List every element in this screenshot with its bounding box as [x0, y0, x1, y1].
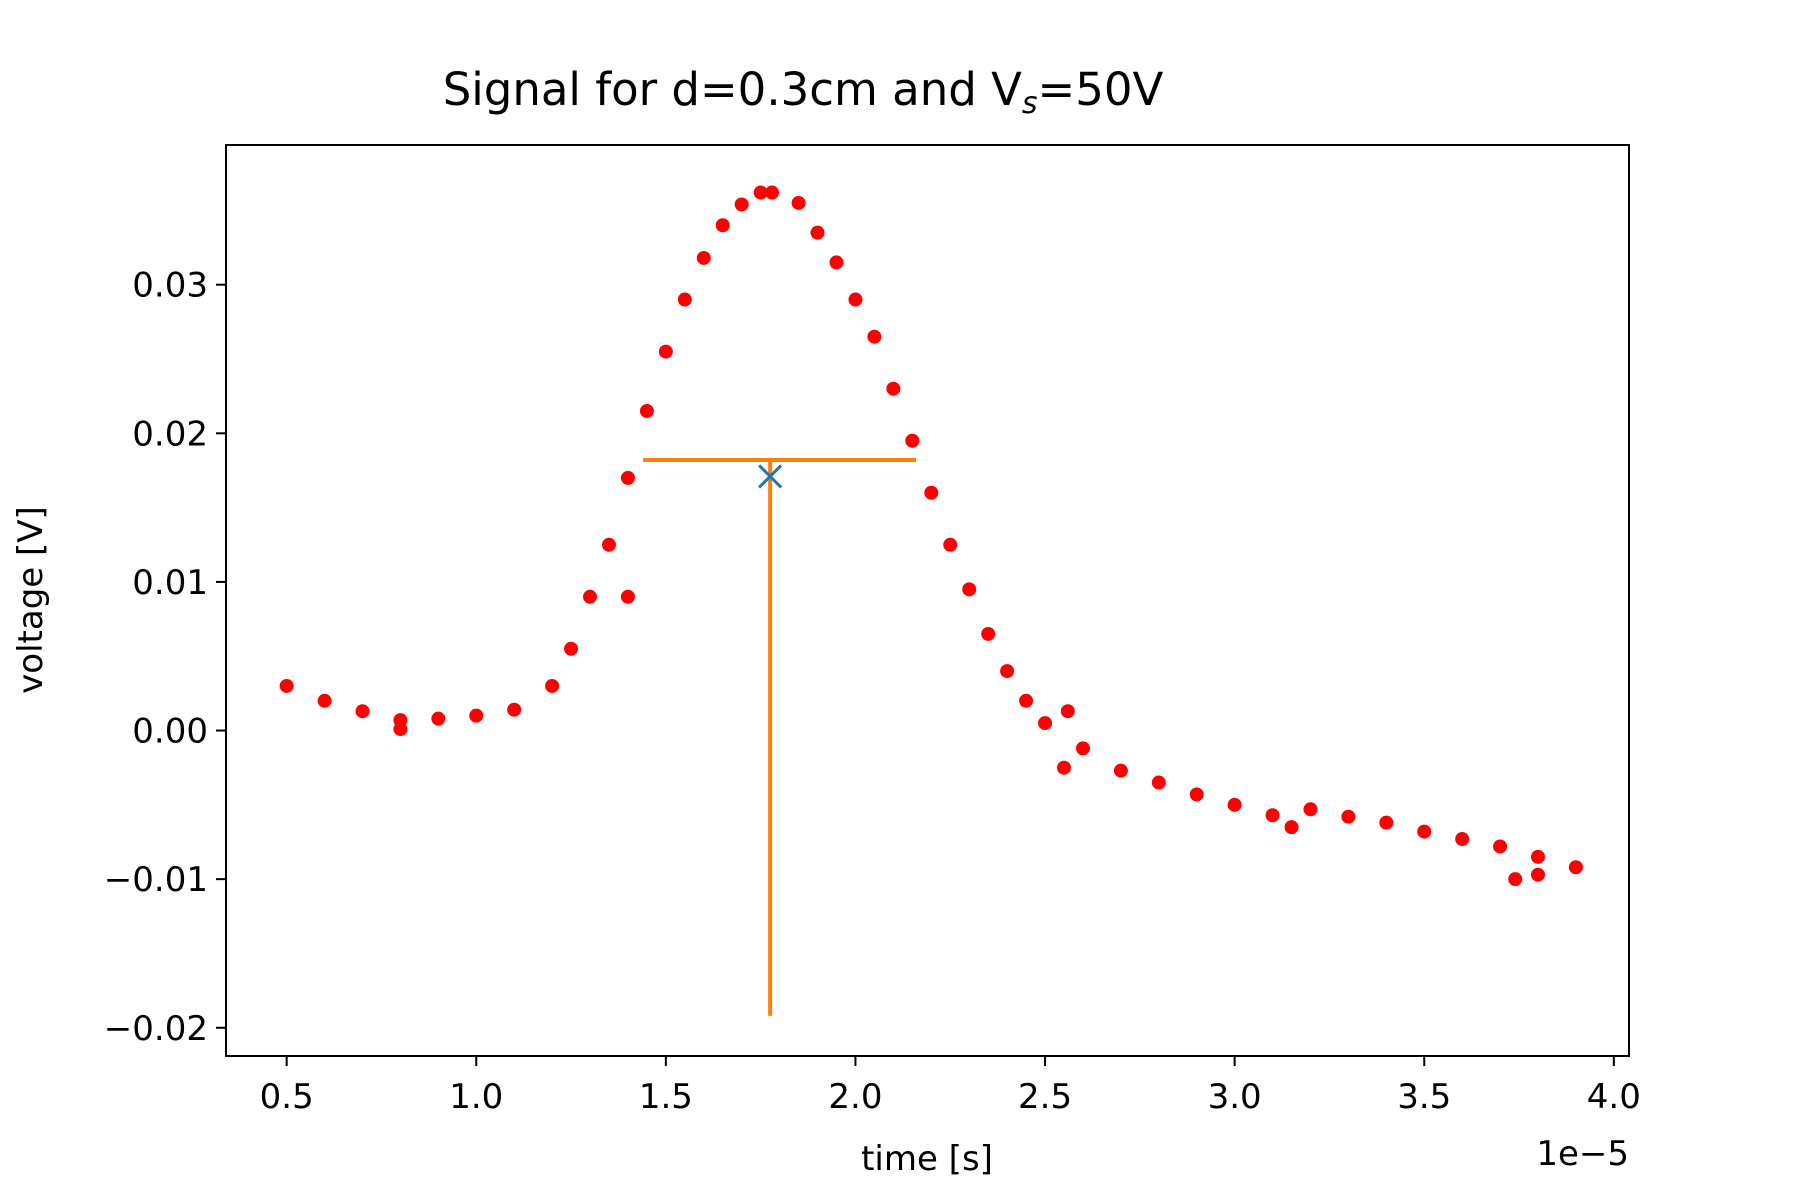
x-tick-label: 4.0 [1587, 1077, 1641, 1117]
data-point [1455, 832, 1470, 847]
x-tick-label: 1.0 [449, 1077, 503, 1117]
center-x-marker [758, 464, 783, 489]
data-point [1000, 664, 1015, 679]
data-point [507, 702, 522, 717]
data-point [1303, 802, 1318, 817]
data-point [431, 711, 446, 726]
overlay-layer [643, 458, 917, 1016]
data-point [1019, 693, 1034, 708]
data-point [1530, 849, 1545, 864]
data-point [848, 292, 863, 307]
chart-title-subscript: s [1022, 86, 1038, 121]
data-point [639, 404, 654, 419]
data-point [715, 218, 730, 233]
data-point [677, 292, 692, 307]
data-point [1151, 775, 1166, 790]
data-point [469, 708, 484, 723]
data-layer [279, 185, 1583, 887]
data-point [317, 693, 332, 708]
data-point [583, 589, 598, 604]
data-point [810, 225, 825, 240]
y-tick-label: 0.01 [132, 563, 208, 603]
data-point [620, 470, 635, 485]
y-tick-label: −0.02 [104, 1009, 208, 1049]
data-point [1530, 867, 1545, 882]
data-point [564, 641, 579, 656]
data-point [696, 250, 711, 265]
y-tick-label: 0.00 [132, 712, 208, 752]
data-point [1417, 824, 1432, 839]
data-point [1057, 760, 1072, 775]
data-point [1284, 820, 1299, 835]
data-point [943, 537, 958, 552]
data-point [1189, 787, 1204, 802]
data-point [1060, 704, 1075, 719]
data-point [1341, 809, 1356, 824]
x-tick-label: 2.0 [828, 1077, 882, 1117]
y-tick-label: 0.03 [132, 266, 208, 306]
data-point [1379, 815, 1394, 830]
data-point [1227, 797, 1242, 812]
data-point [620, 589, 635, 604]
data-point [1493, 839, 1508, 854]
data-point [962, 582, 977, 597]
x-tick-label: 3.5 [1397, 1077, 1451, 1117]
data-point [886, 381, 901, 396]
data-point [545, 678, 560, 693]
data-point [601, 537, 616, 552]
chart-title-main: Signal for d=0.3cm and V [443, 63, 1022, 116]
data-point [355, 704, 370, 719]
data-point [1508, 872, 1523, 887]
y-tick-label: 0.02 [132, 414, 208, 454]
plot-area [279, 185, 1583, 1016]
data-point [867, 329, 882, 344]
x-axis-label: time [s] [861, 1139, 993, 1179]
data-point [1568, 860, 1583, 875]
x-tick-label: 2.5 [1018, 1077, 1072, 1117]
data-point [905, 433, 920, 448]
data-point [765, 185, 780, 200]
data-point [829, 255, 844, 270]
data-point [924, 485, 939, 500]
data-point [1265, 808, 1280, 823]
y-axis-label: voltage [V] [11, 506, 51, 694]
x-axis-offset-label: 1e−5 [1536, 1134, 1629, 1174]
chart-title-end: =50V [1038, 63, 1164, 116]
data-point [279, 678, 294, 693]
y-tick-label: −0.01 [104, 860, 208, 900]
chart-title: Signal for d=0.3cm and Vs=50V [443, 63, 1164, 121]
y-axis-ticks: −0.02 −0.01 0.00 0.01 0.02 0.03 [104, 266, 226, 1049]
data-point [791, 195, 806, 210]
data-point [753, 185, 768, 200]
data-point [1038, 716, 1053, 731]
data-point [734, 197, 749, 212]
data-point [1113, 763, 1128, 778]
x-axis-ticks: 0.5 1.0 1.5 2.0 2.5 3.0 3.5 4.0 [260, 1056, 1641, 1117]
plot-frame [225, 144, 1630, 1057]
x-tick-label: 3.0 [1208, 1077, 1262, 1117]
x-tick-label: 1.5 [639, 1077, 693, 1117]
data-point [393, 722, 408, 737]
data-point [981, 626, 996, 641]
x-tick-label: 0.5 [260, 1077, 314, 1117]
data-point [1075, 741, 1090, 756]
data-point [658, 344, 673, 359]
